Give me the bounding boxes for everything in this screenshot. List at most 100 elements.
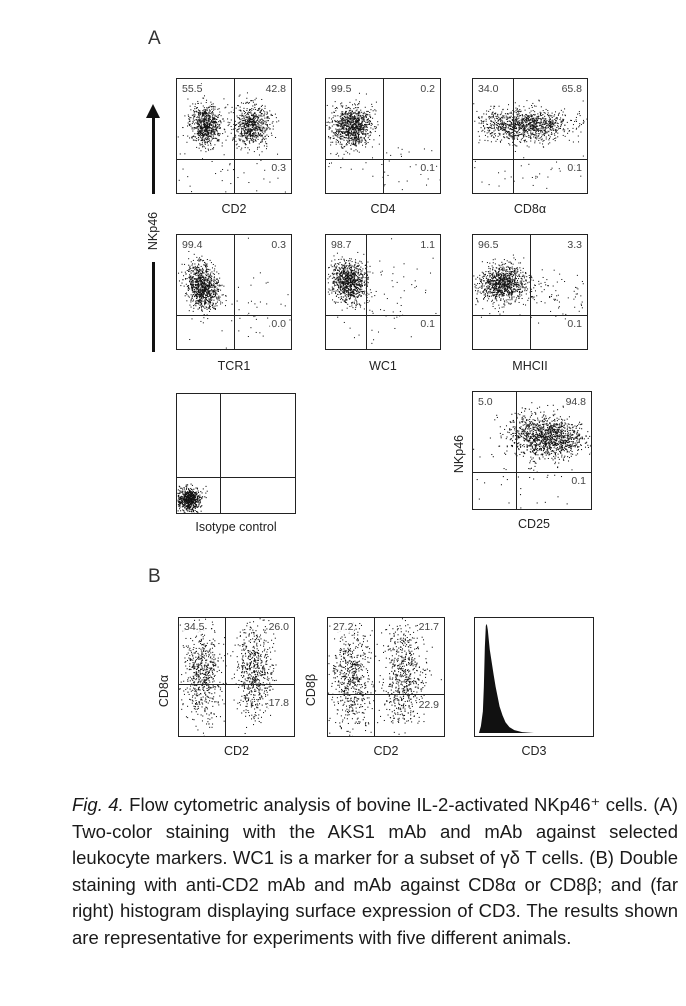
quadrant-ur-value: 0.3 [270,239,287,251]
x-axis-label-cd25: CD25 [518,517,550,531]
x-axis-label-cd4: CD4 [370,202,396,216]
gate-horizontal [179,684,294,685]
quadrant-ur-value: 42.8 [264,83,287,95]
gate-vertical [225,618,226,736]
scatter-cd8a [473,99,587,189]
panel-cd2: 55.5 42.8 0.3 [176,78,292,194]
panel-cd8a-vs-cd2: 34.5 26.0 17.8 [178,617,295,737]
panel-wc1: 98.7 1.1 0.1 [325,234,441,350]
x-axis-label-b-cd2-second: CD2 [373,744,399,758]
gate-horizontal [326,315,440,316]
gate-horizontal [326,159,440,160]
gate-vertical [234,79,235,193]
nkp46-arrow-shaft-bottom [152,262,155,352]
nkp46-arrow-head [146,104,160,118]
x-axis-label-cd8a: CD8α [513,202,547,216]
quadrant-ul-value: 34.5 [183,621,206,633]
event-dots [327,238,437,344]
panel-isotype [176,393,296,514]
gate-vertical [374,618,375,736]
quadrant-ul-value: 99.4 [181,239,204,251]
quadrant-lr-value: 0.1 [566,162,583,174]
x-axis-label-mhcii: MHCII [512,359,548,373]
scatter-tcr1 [178,237,291,349]
event-dots [178,237,291,349]
gate-horizontal [473,472,591,473]
event-dots [326,92,440,191]
gate-vertical [234,235,235,349]
scatter-cd4 [326,92,440,191]
quadrant-ur-value: 21.7 [417,621,440,633]
quadrant-ul-value: 99.5 [330,83,353,95]
quadrant-ur-value: 1.1 [419,239,436,251]
x-axis-label-tcr1: TCR1 [217,359,251,373]
quadrant-lr-value: 17.8 [267,697,290,709]
quadrant-lr-value: 0.1 [566,318,583,330]
x-axis-label-cd2: CD2 [221,202,247,216]
gate-horizontal [177,159,291,160]
panel-cd4: 99.5 0.2 0.1 [325,78,441,194]
scatter-isotype [177,483,208,513]
gate-vertical [220,394,221,513]
gate-vertical [516,392,517,509]
y-axis-label-cd8b: CD8β [304,673,318,707]
x-axis-label-isotype: Isotype control [195,520,277,534]
event-dots [177,83,286,193]
histogram-cd3 [478,623,592,734]
quadrant-ur-value: 26.0 [267,621,290,633]
scatter-cd8a-vs-cd2 [179,618,278,736]
section-b-label: B [148,566,161,587]
histogram-cd3-fill [478,623,592,734]
quadrant-lr-value: 0.1 [419,318,436,330]
gate-horizontal [473,315,587,316]
event-dots [473,99,587,189]
scatter-cd25 [473,402,591,509]
y-axis-label-cd8a: CD8α [157,674,171,708]
quadrant-lr-value: 0.0 [270,318,287,330]
caption-text: Flow cytometric analysis of bovine IL-2-… [72,794,678,948]
x-axis-label-wc1: WC1 [369,359,397,373]
y-axis-label-cd25: NKp46 [452,434,466,474]
quadrant-lr-value: 0.1 [419,162,436,174]
event-dots [179,618,278,736]
figure-caption: Fig. 4. Flow cytometric analysis of bovi… [72,792,678,952]
event-dots [177,483,208,513]
panel-tcr1: 99.4 0.3 0.0 [176,234,292,350]
panel-cd3-histogram [474,617,594,737]
scatter-cd8b-vs-cd2 [328,618,442,736]
gate-vertical [530,235,531,349]
gate-vertical [366,235,367,349]
quadrant-lr-value: 0.1 [570,475,587,487]
quadrant-ul-value: 98.7 [330,239,353,251]
panel-cd8b-vs-cd2: 27.2 21.7 22.9 [327,617,445,737]
quadrant-ul-value: 34.0 [477,83,500,95]
x-axis-label-b-cd2-first: CD2 [223,744,249,758]
nkp46-arrow-shaft-top [152,116,155,194]
event-dots [473,402,591,509]
gate-horizontal [177,477,295,478]
event-dots [473,254,584,324]
quadrant-ur-value: 0.2 [419,83,436,95]
quadrant-ul-value: 55.5 [181,83,204,95]
panel-cd8a: 34.0 65.8 0.1 [472,78,588,194]
gate-horizontal [328,694,444,695]
nkp46-axis-label: NKp46 [146,211,160,251]
section-a-label: A [148,28,161,49]
scatter-mhcii [473,254,584,324]
panel-mhcii: 96.5 3.3 0.1 [472,234,588,350]
gate-vertical [383,79,384,193]
quadrant-ul-value: 96.5 [477,239,500,251]
quadrant-ul-value: 27.2 [332,621,355,633]
panel-cd25: 5.0 94.8 0.1 [472,391,592,510]
event-dots [328,618,442,736]
gate-vertical [513,79,514,193]
quadrant-ur-value: 65.8 [560,83,583,95]
gate-horizontal [473,159,587,160]
quadrant-ur-value: 3.3 [566,239,583,251]
quadrant-ul-value: 5.0 [477,396,494,408]
quadrant-ur-value: 94.8 [564,396,587,408]
gate-horizontal [177,315,291,316]
x-axis-label-cd3: CD3 [521,744,547,758]
quadrant-lr-value: 22.9 [417,699,440,711]
scatter-cd2 [177,83,286,193]
